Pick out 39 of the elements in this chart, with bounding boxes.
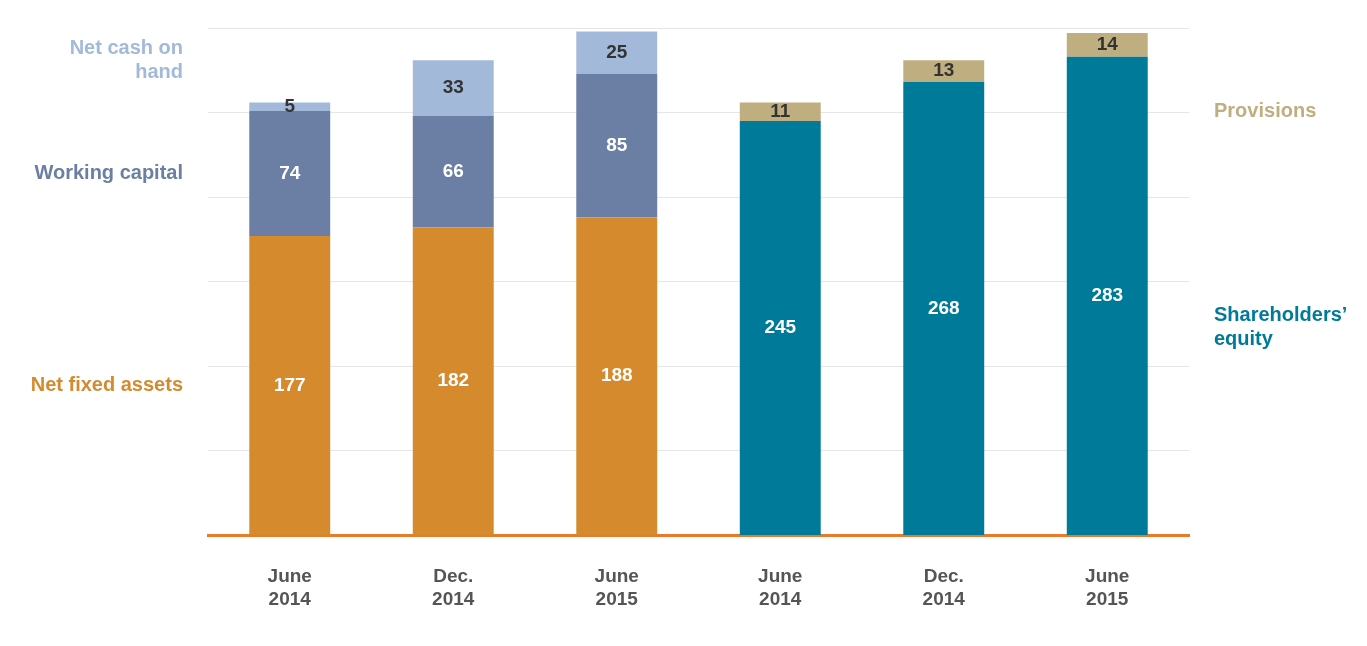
x-tick-label: June 2014	[267, 565, 312, 609]
data-label: 25	[606, 40, 628, 62]
data-label: 245	[764, 316, 797, 338]
data-label: 74	[279, 161, 301, 183]
bar	[576, 31, 658, 74]
data-label: 11	[770, 99, 791, 121]
data-label: 283	[1091, 284, 1124, 306]
data-label: 182	[437, 369, 470, 391]
bar	[249, 110, 331, 237]
bar	[903, 82, 985, 535]
x-tick-label: June 2015	[594, 565, 639, 609]
data-label: 188	[600, 364, 633, 386]
text: Provisions	[1214, 98, 1317, 121]
text: Working capital	[34, 160, 183, 183]
text: Net fixed assets	[30, 372, 183, 395]
data-label: 177	[273, 373, 306, 395]
bar	[739, 102, 821, 122]
text: Shareholders’ equity	[1214, 303, 1348, 350]
data-label: 14	[1096, 33, 1119, 55]
data-label: 268	[927, 296, 960, 318]
data-label: 13	[933, 59, 955, 81]
x-tick-label: Dec. 2014	[922, 565, 966, 609]
bar	[903, 60, 985, 83]
bar	[249, 236, 331, 535]
bar	[412, 227, 494, 535]
bar	[412, 115, 494, 228]
bar	[1066, 33, 1148, 57]
bar	[576, 217, 658, 535]
x-tick-label: June 2014	[758, 565, 803, 609]
bar	[412, 60, 494, 116]
data-label: 85	[606, 133, 628, 155]
x-tick-label: Dec. 2014	[432, 565, 475, 609]
bar	[576, 73, 658, 218]
bar	[739, 121, 821, 535]
bar	[1066, 56, 1148, 535]
x-tick-label: June 2015	[1085, 565, 1130, 609]
text: Net cash on hand	[69, 36, 183, 83]
data-label: 33	[442, 76, 464, 98]
data-label: 66	[442, 160, 464, 181]
